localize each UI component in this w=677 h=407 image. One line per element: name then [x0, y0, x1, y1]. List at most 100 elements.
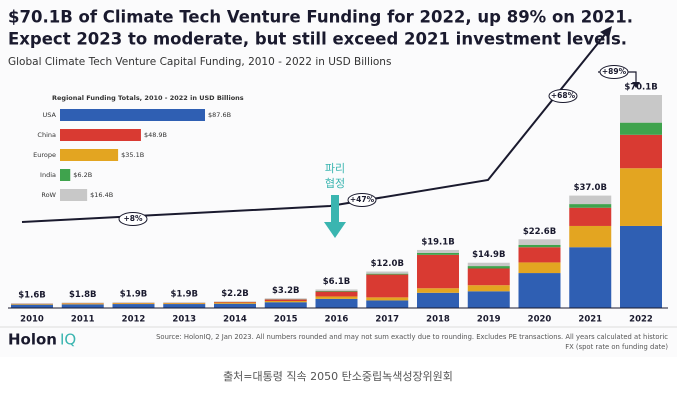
- bar-segment: [315, 298, 358, 308]
- bar-segment: [620, 134, 662, 169]
- bar-segment: [315, 289, 358, 291]
- bar-segment: [264, 298, 307, 300]
- growth-line: [21, 31, 608, 223]
- bar-segment: [61, 304, 104, 308]
- x-tick-label: 2012: [122, 315, 146, 325]
- inset-bar: [60, 149, 119, 161]
- bar-segment: [366, 297, 409, 301]
- bar-segment: [467, 266, 510, 269]
- total-label: $1.8B: [69, 290, 96, 300]
- bar-segment: [569, 207, 612, 226]
- bar-segment: [315, 296, 358, 299]
- bar-segment: [366, 274, 409, 298]
- inset-category: USA: [43, 111, 57, 119]
- x-tick-label: 2017: [375, 315, 399, 325]
- total-label: $1.6B: [18, 291, 45, 301]
- x-tick-label: 2014: [223, 315, 247, 325]
- bar-segment: [620, 168, 662, 226]
- x-tick-label: 2011: [71, 315, 95, 325]
- growth-arrowhead: [600, 26, 612, 38]
- total-label: $12.0B: [371, 259, 404, 269]
- total-label: $37.0B: [574, 183, 607, 193]
- source: FX (spot rate on funding date): [565, 343, 668, 351]
- inset-value-label: $48.9B: [144, 131, 167, 139]
- total-label: $3.2B: [272, 286, 299, 296]
- title-line: Expect 2023 to moderate, but still excee…: [8, 30, 627, 49]
- bar-segment: [518, 273, 561, 308]
- growth-label: +8%: [123, 214, 143, 223]
- bar-segment: [112, 303, 155, 305]
- inset-title: Regional Funding Totals, 2010 - 2022 in …: [52, 94, 244, 102]
- bar-segment: [569, 204, 612, 208]
- bar-segment: [264, 301, 307, 303]
- bar-segment: [467, 291, 510, 308]
- bar-segment: [214, 301, 256, 303]
- total-label: $19.1B: [421, 237, 454, 247]
- growth-label: +68%: [551, 91, 576, 100]
- annotation-arrowhead: [324, 222, 346, 238]
- total-label: $1.9B: [171, 290, 198, 300]
- inset-bar: [60, 109, 205, 121]
- bar-segment: [112, 304, 155, 308]
- bar-segment: [61, 303, 104, 305]
- x-tick-label: 2010: [20, 315, 44, 325]
- bar-segment: [315, 291, 358, 297]
- growth-badge: [347, 193, 377, 207]
- annotation-text: 파리: [325, 162, 345, 175]
- bar-segment: [264, 299, 307, 302]
- caption: 출처=대통령 직속 2050 탄소중립녹색성장위원회: [223, 370, 453, 383]
- growth-label: +47%: [350, 195, 375, 204]
- total-label: $2.2B: [221, 289, 248, 299]
- bar-segment: [112, 302, 155, 303]
- growth-badge: [118, 212, 148, 226]
- bar-segment: [214, 302, 256, 304]
- bar-segment: [518, 244, 561, 248]
- bar-segment: [315, 290, 358, 292]
- growth-label: +89%: [602, 67, 627, 76]
- annotation-arrow: [331, 195, 339, 223]
- inset-bar: [60, 129, 141, 141]
- bar-segment: [569, 195, 612, 205]
- bar-segment: [366, 271, 409, 274]
- bar-segment: [569, 225, 612, 248]
- inset-bar: [60, 169, 71, 181]
- inset-value-label: $87.6B: [208, 111, 231, 119]
- bar-segment: [620, 122, 662, 135]
- title-line: $70.1B of Climate Tech Venture Funding f…: [8, 8, 633, 27]
- inset-value-label: $16.4B: [90, 191, 113, 199]
- total-label: $6.1B: [323, 277, 350, 287]
- bar-segment: [366, 300, 409, 308]
- bar-segment: [467, 268, 510, 286]
- bracket-arrowhead: [632, 82, 640, 88]
- bar-segment: [163, 304, 206, 308]
- bar-segment: [417, 254, 459, 289]
- inset-category: Europe: [33, 151, 56, 159]
- bar-segment: [11, 304, 53, 308]
- bar-segment: [417, 292, 459, 308]
- growth-badge: [548, 89, 578, 103]
- bar-segment: [61, 302, 104, 304]
- bar-segment: [163, 303, 206, 305]
- x-tick-label: 2016: [325, 315, 349, 325]
- bar-segment: [214, 303, 256, 308]
- inset-value-label: $35.1B: [121, 151, 144, 159]
- total-label: $70.1B: [624, 83, 657, 93]
- inset-value-label: $6.2B: [73, 171, 92, 179]
- x-tick-label: 2015: [274, 315, 298, 325]
- bar-segment: [417, 249, 459, 254]
- inset-bar: [60, 189, 88, 201]
- bar-segment: [518, 239, 561, 245]
- bar-segment: [518, 262, 561, 274]
- bar-segment: [467, 262, 510, 267]
- bar-segment: [214, 301, 256, 302]
- total-label: $14.9B: [472, 250, 505, 260]
- subtitle: Global Climate Tech Venture Capital Fund…: [8, 56, 391, 68]
- bar-segment: [569, 247, 612, 308]
- bar-segment: [620, 95, 662, 123]
- bar-segment: [620, 225, 662, 308]
- inset-category: China: [37, 131, 56, 139]
- logo: IQ: [60, 331, 76, 349]
- bar-segment: [467, 285, 510, 292]
- bar-segment: [417, 253, 459, 255]
- total-label: $1.9B: [120, 290, 147, 300]
